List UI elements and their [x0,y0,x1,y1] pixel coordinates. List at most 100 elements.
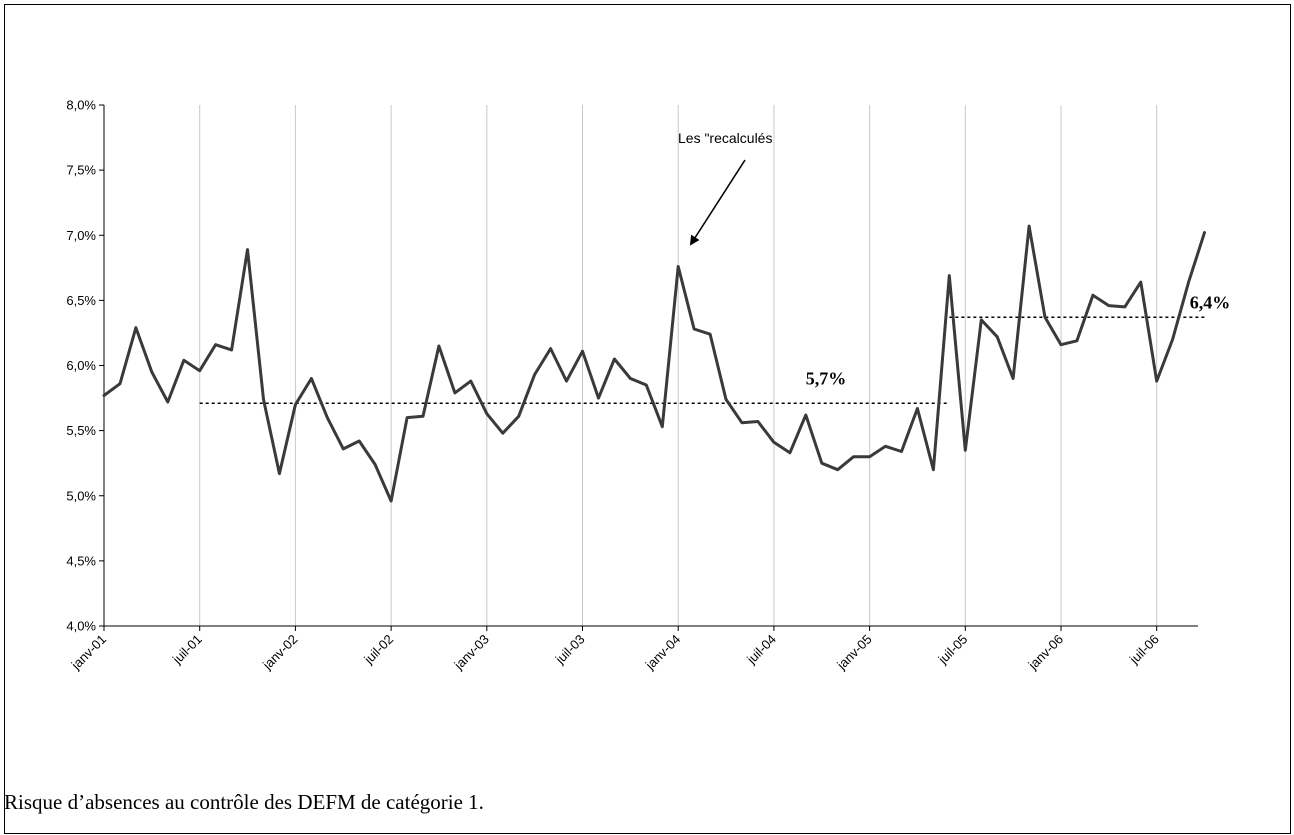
data-point [884,445,887,448]
x-tick-label: janv-06 [1025,632,1066,673]
data-point [1187,280,1190,284]
x-tick-label: janv-01 [68,632,109,673]
reference-line-label: 5,7% [806,368,847,388]
data-point [613,357,616,361]
series-line [102,224,1206,503]
data-point [900,450,903,453]
x-tick-label: janv-02 [259,632,300,673]
x-tick-label: juil-04 [743,632,779,668]
data-point [150,370,153,374]
data-point [278,472,281,475]
data-point [820,462,823,465]
data-point [453,391,457,395]
figure-caption: Risque d’absences au contrôle des DEFM d… [4,790,484,814]
y-tick-label: 5,5% [66,423,96,438]
data-point [565,379,568,383]
chart-frame: janv-01 juil-01 janv-02 juil-02 janv-03 juil-… [4,4,1291,834]
x-tick-label: juil-01 [169,632,205,668]
data-point [102,394,106,397]
data-point [836,468,839,471]
data-point [916,407,919,410]
y-tick-label: 4,0% [66,619,96,634]
annotation-arrow [689,159,746,246]
axes: janv-01 juil-01 janv-02 juil-02 janv-03 juil-… [66,98,1198,673]
data-point [1043,316,1047,319]
data-point [804,413,807,417]
data-point [373,463,377,466]
data-point [230,348,233,352]
data-point [1139,280,1143,284]
data-point [262,398,265,401]
data-point [1027,224,1031,228]
data-point [533,373,536,376]
line-chart: janv-01 juil-01 janv-02 juil-02 janv-03 juil-… [66,98,1231,673]
data-point [692,327,696,331]
data-point [629,377,632,380]
reference-line-label: 6,4% [1190,292,1231,312]
x-tick-label: juil-02 [360,632,396,668]
x-tick-label: janv-05 [833,632,874,673]
x-tick-label: janv-04 [642,632,683,673]
y-tick-label: 7,0% [66,228,96,243]
y-tick-label: 5,0% [66,488,96,503]
data-point [932,468,935,471]
data-point [405,416,409,419]
x-tick-label: juil-05 [935,632,971,668]
data-point [948,274,951,277]
annotation-text: Les "recalculés [678,130,772,146]
data-point [437,344,441,348]
data-point [980,318,983,322]
reference-lines: 5,7% 6,4% [199,292,1231,405]
data-point [661,425,664,428]
y-tick-label: 4,5% [66,553,96,568]
data-point [246,248,249,251]
data-point [1011,377,1015,380]
data-point [134,326,138,329]
data-point [996,335,999,338]
data-point [214,343,217,346]
data-point [1155,379,1158,383]
data-point [198,369,201,372]
data-point [708,333,712,336]
data-point [517,415,520,418]
data-point [772,441,776,444]
x-tick-label: juil-03 [552,632,588,668]
data-point [1171,338,1174,341]
x-tick-label: janv-03 [450,632,491,673]
annotations: Les "recalculés [678,130,772,246]
data-point [1059,343,1063,346]
vertical-gridlines [199,105,1158,626]
data-point [118,382,122,385]
data-point [1107,304,1111,307]
x-tick-label: juil-06 [1126,632,1162,668]
data-point [724,398,728,401]
data-point [1075,339,1079,342]
data-point [645,383,648,387]
data-point [740,421,744,424]
data-point [326,416,329,419]
series [102,224,1206,503]
data-point [788,451,792,454]
data-point [294,403,297,406]
data-point [1091,294,1095,297]
data-point [549,347,552,350]
y-tick-label: 8,0% [66,98,96,113]
y-tick-label: 7,5% [66,163,96,178]
data-point [852,455,855,458]
data-point [421,415,425,418]
data-point [389,499,393,503]
data-point [868,455,871,458]
y-tick-label: 6,0% [66,358,96,373]
data-point [677,265,680,268]
data-point [1203,231,1206,234]
data-point [1123,305,1127,309]
data-point [597,396,600,400]
data-point [358,439,361,443]
data-point [342,447,345,451]
data-point [485,412,488,415]
data-point [501,432,504,435]
data-point [581,350,584,353]
data-point [756,420,760,423]
data-point [182,359,185,362]
data-point [469,379,472,383]
